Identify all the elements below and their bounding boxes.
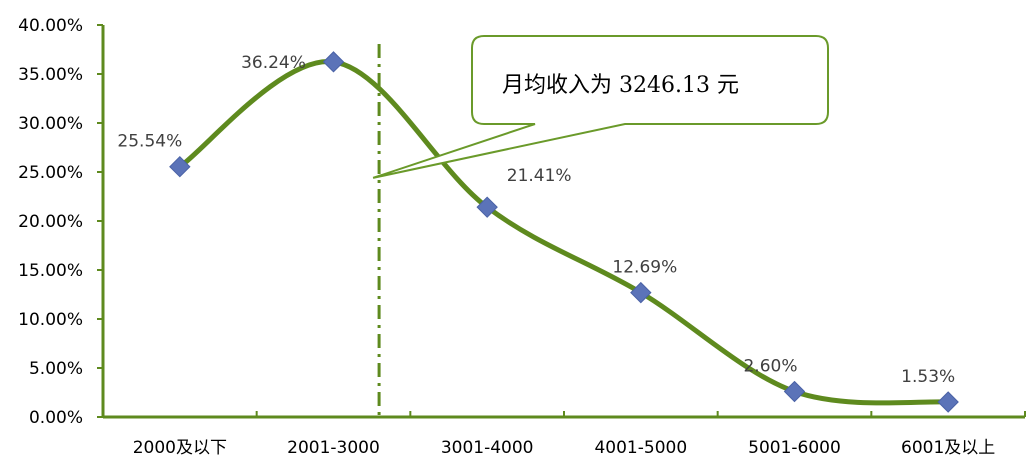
- y-tick-label: 30.00%: [18, 114, 83, 134]
- x-axis-ticks: 2000及以下 2001-3000 3001-4000 4001-5000 5001-6…: [102, 411, 1026, 458]
- y-tick-label: 5.00%: [29, 359, 83, 379]
- y-tick-label: 20.00%: [18, 212, 83, 232]
- data-label: 25.54%: [117, 132, 182, 152]
- x-tick-label: 2000及以下: [133, 438, 227, 458]
- x-tick-label: 3001-4000: [441, 438, 534, 458]
- callout-annotation: 月均收入为 3246.13 元: [372, 35, 829, 179]
- y-tick-label: 10.00%: [18, 310, 83, 330]
- data-label: 1.53%: [901, 367, 955, 387]
- callout-bubble: [372, 35, 829, 179]
- callout-text: 月均收入为 3246.13 元: [502, 73, 739, 98]
- y-tick-label: 40.00%: [18, 16, 83, 36]
- y-tick-label: 15.00%: [18, 261, 83, 281]
- data-marker: [322, 51, 345, 73]
- data-marker: [169, 156, 191, 178]
- y-tick-label: 35.00%: [18, 65, 83, 85]
- data-label: 36.24%: [241, 53, 306, 73]
- y-tick-label: 25.00%: [18, 163, 83, 183]
- data-marker: [476, 196, 498, 218]
- data-marker: [783, 380, 806, 403]
- data-label: 21.41%: [507, 166, 572, 186]
- y-tick-label: 0.00%: [29, 408, 83, 428]
- data-labels: 25.54% 36.24% 21.41% 12.69% 2.60% 1.53%: [117, 53, 955, 387]
- y-axis-ticks: 0.00% 5.00% 10.00% 15.00% 20.00% 25.00% 30.00%…: [18, 16, 103, 428]
- data-label: 12.69%: [612, 258, 677, 278]
- data-marker: [630, 281, 652, 304]
- x-tick-label: 2001-3000: [287, 438, 380, 458]
- data-label: 2.60%: [743, 357, 797, 377]
- data-marker: [937, 391, 959, 413]
- data-markers: [169, 51, 959, 413]
- x-tick-label: 5001-6000: [748, 438, 841, 458]
- x-tick-label: 4001-5000: [594, 438, 687, 458]
- x-tick-label: 6001及以上: [901, 438, 995, 458]
